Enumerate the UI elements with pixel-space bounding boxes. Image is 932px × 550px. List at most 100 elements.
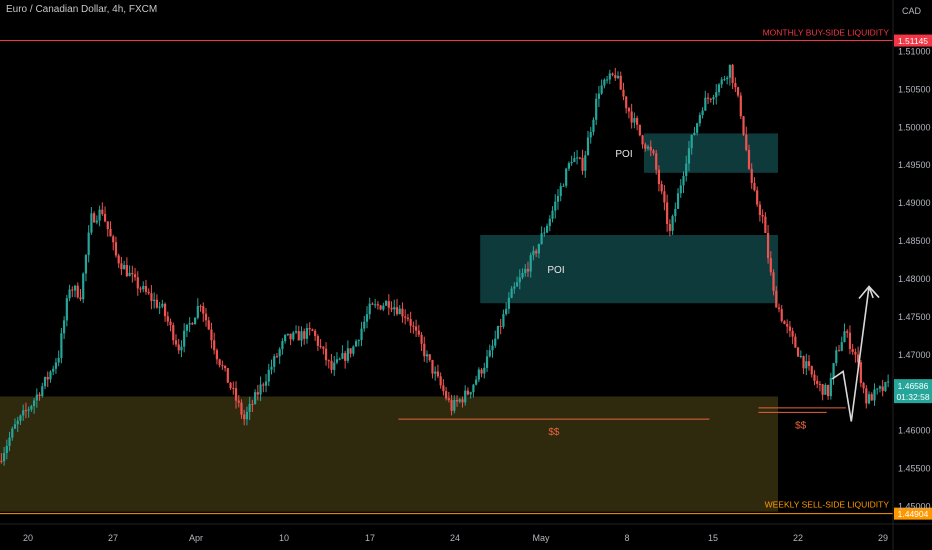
candle-body: [496, 326, 500, 339]
candle-body: [666, 202, 669, 225]
candle-body: [213, 340, 216, 351]
candle-body: [799, 355, 802, 357]
candle-body: [458, 399, 461, 402]
candle-body: [480, 369, 483, 374]
candle-body: [226, 368, 229, 383]
candle-body: [668, 224, 671, 231]
candle-body: [584, 155, 587, 171]
candle-body: [174, 340, 178, 345]
candle-body: [204, 313, 208, 321]
candle-body: [387, 301, 390, 308]
candle-body: [802, 355, 805, 369]
candle-body: [166, 316, 169, 322]
y-tick-label: 1.46000: [898, 426, 931, 436]
candle-body: [215, 350, 219, 360]
candle-body: [352, 346, 355, 354]
zone-label: POI: [615, 149, 632, 160]
candle-body: [807, 361, 811, 367]
candle-body: [90, 213, 93, 233]
candle-body: [311, 329, 314, 331]
candle-body: [824, 384, 827, 395]
candle-body: [851, 349, 854, 353]
candle-body: [71, 289, 74, 291]
candle-body: [404, 316, 407, 318]
level-label: WEEKLY SELL-SIDE LIQUIDITY: [765, 500, 890, 510]
candle-body: [595, 98, 598, 120]
candle-body: [79, 297, 82, 300]
candle-body: [439, 376, 442, 386]
current-price-text: 1.46586: [898, 381, 929, 391]
annotations-layer: $$ $$: [398, 285, 880, 438]
candle-body: [649, 146, 652, 151]
y-tick-label: 1.49000: [898, 198, 931, 208]
candle-body: [251, 403, 254, 405]
candle-body: [73, 285, 77, 291]
candle-body: [734, 83, 737, 88]
y-tick-label: 1.48000: [898, 274, 931, 284]
candle-body: [406, 317, 410, 320]
candle-body: [747, 149, 751, 169]
candle-body: [8, 437, 11, 446]
candle-body: [524, 268, 527, 273]
countdown-text: 01:32:58: [896, 392, 929, 402]
candle-body: [273, 356, 276, 367]
candle-body: [68, 289, 71, 299]
candle-body: [876, 388, 879, 390]
candle-body: [434, 371, 437, 374]
candle-body: [262, 384, 265, 386]
candle-body: [887, 381, 890, 383]
candle-body: [865, 388, 868, 404]
candle-body: [532, 250, 535, 256]
candle-body: [161, 303, 164, 307]
candle-body: [693, 132, 696, 135]
candle-body: [142, 286, 145, 290]
candle-body: [30, 406, 33, 410]
candle-body: [267, 369, 270, 382]
y-tick-label: 1.45000: [898, 501, 931, 511]
candle-body: [133, 274, 137, 278]
candle-body: [554, 201, 557, 211]
level-label: MONTHLY BUY-SIDE LIQUIDITY: [763, 28, 890, 38]
candle-body: [646, 146, 650, 149]
candle-body: [881, 386, 884, 391]
candle-body: [297, 331, 300, 341]
candle-body: [82, 273, 85, 300]
candle-body: [19, 415, 22, 421]
candle-body: [878, 386, 882, 389]
candle-body: [95, 220, 98, 223]
candle-body: [284, 335, 287, 341]
candle-body: [827, 384, 830, 397]
candle-body: [412, 325, 415, 327]
candle-body: [33, 400, 36, 407]
candle-body: [573, 158, 576, 163]
candle-body: [52, 368, 55, 372]
candle-body: [264, 381, 268, 386]
candle-body: [196, 306, 199, 318]
y-tick-label: 1.47000: [898, 350, 931, 360]
candle-body: [717, 84, 721, 93]
candle-body: [857, 354, 860, 363]
candle-body: [494, 338, 497, 346]
x-tick-label: 10: [279, 533, 289, 543]
candle-body: [848, 332, 852, 350]
candle-body: [796, 347, 800, 357]
candle-body: [466, 390, 470, 395]
candle-body: [764, 216, 767, 233]
candle-body: [712, 97, 715, 100]
candle-body: [518, 277, 521, 283]
candle-body: [234, 388, 238, 401]
candle-body: [308, 328, 311, 330]
candle-body: [259, 384, 262, 395]
candle-body: [505, 308, 508, 315]
candle-body: [859, 362, 862, 383]
candle-body: [551, 210, 554, 219]
candle-body: [682, 175, 685, 186]
candle-body: [158, 306, 161, 308]
candle-body: [292, 332, 295, 340]
candle-body: [384, 301, 388, 306]
candle-body: [510, 288, 513, 298]
zone-demand: [0, 396, 778, 512]
level-price-badge: [894, 34, 932, 47]
